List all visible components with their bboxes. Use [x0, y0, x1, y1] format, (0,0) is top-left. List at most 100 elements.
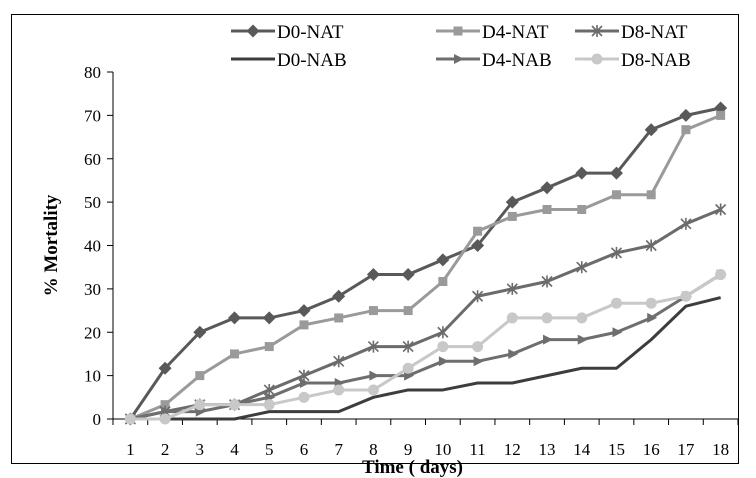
data-point [645, 297, 657, 309]
x-tick-label: 4 [230, 440, 239, 459]
data-point [506, 282, 518, 295]
legend-swatch-marker [591, 53, 603, 65]
data-point [230, 349, 240, 359]
data-point [297, 304, 311, 318]
data-point [680, 217, 692, 230]
data-point [299, 377, 310, 388]
data-point [437, 341, 449, 353]
data-point [577, 334, 588, 345]
x-tick-label: 17 [677, 440, 695, 459]
data-point [681, 125, 691, 135]
series-d0-nab [130, 296, 722, 421]
data-point [645, 239, 657, 252]
data-point [541, 312, 553, 324]
data-point [263, 399, 275, 411]
x-tick-label: 8 [369, 440, 378, 459]
data-point [366, 268, 380, 282]
y-tick-label: 60 [84, 150, 101, 169]
data-point [332, 289, 346, 303]
series-line [129, 106, 721, 420]
data-point [158, 361, 172, 375]
data-point [298, 391, 310, 403]
data-point [333, 355, 345, 368]
y-axis-title: % Mortality [41, 194, 62, 296]
data-point [402, 340, 414, 353]
data-point [403, 306, 413, 316]
legend-label: D0-NAB [277, 50, 347, 71]
legend-item-d0-nab: D0-NAB [231, 50, 347, 71]
data-point [679, 108, 693, 122]
data-point [472, 341, 484, 353]
legend-label: D8-NAB [621, 50, 691, 71]
x-tick-label: 3 [196, 440, 205, 459]
data-point [159, 413, 171, 425]
y-tick-label: 50 [84, 193, 101, 212]
legend-swatch-marker [591, 25, 603, 37]
series-d4-nab [126, 269, 727, 424]
x-ticks: 1 2 3 4 5 6 7 8 9 10 11 12 13 14 15 16 17 18 [112, 419, 739, 459]
data-point [438, 356, 449, 367]
data-point [644, 123, 658, 137]
x-tick-label: 12 [504, 440, 521, 459]
data-point [334, 313, 344, 323]
data-point [610, 297, 622, 309]
series-d8-nab [124, 269, 727, 425]
x-axis-title: Time ( days) [362, 457, 463, 478]
series-d8-nat [124, 203, 727, 425]
data-point [228, 311, 242, 325]
data-point [647, 312, 658, 323]
x-tick-label: 15 [608, 440, 625, 459]
data-point [577, 204, 587, 214]
data-point [680, 290, 692, 302]
data-point [194, 399, 206, 411]
x-tick-label: 16 [643, 440, 660, 459]
y-tick-label: 40 [84, 237, 101, 256]
legend-swatch-marker [246, 24, 260, 38]
data-point [299, 320, 309, 330]
data-point [508, 348, 519, 359]
series-line [130, 208, 722, 421]
legend-item-d8-nat: D8-NAT [575, 22, 688, 43]
data-point [540, 181, 554, 195]
data-point [542, 204, 552, 214]
data-point [611, 190, 621, 200]
data-point [543, 334, 554, 345]
data-point [646, 190, 656, 200]
data-point [609, 166, 623, 180]
x-tick-label: 10 [434, 440, 451, 459]
x-tick-label: 1 [126, 440, 135, 459]
data-point [402, 362, 414, 374]
legend: D0-NAT D4-NAT D8-NAT D0-NAB D4-NAB D8-NAB [231, 22, 691, 71]
data-point [506, 312, 518, 324]
data-point [401, 268, 415, 282]
data-point [471, 239, 485, 252]
y-tick-label: 10 [84, 367, 101, 386]
series-layer [123, 101, 728, 426]
x-tick-label: 18 [712, 440, 729, 459]
data-point [367, 340, 379, 353]
legend-item-d0-nat: D0-NAT [231, 22, 344, 43]
series-d0-nat [123, 101, 728, 426]
y-tick-label: 30 [84, 280, 101, 299]
legend-item-d8-nab: D8-NAB [575, 50, 691, 71]
data-point [541, 275, 553, 288]
data-point [576, 261, 588, 274]
data-point [473, 356, 484, 367]
x-tick-label: 11 [469, 440, 485, 459]
legend-swatch-marker [453, 26, 463, 36]
series-line [130, 296, 722, 421]
data-point [437, 326, 449, 339]
legend-label: D0-NAT [277, 22, 344, 43]
x-tick-label: 6 [300, 440, 309, 459]
data-point [507, 211, 517, 221]
legend-swatch-marker [454, 54, 464, 64]
data-point [369, 370, 380, 381]
data-point [262, 311, 276, 325]
y-tick-label: 0 [93, 410, 102, 429]
data-point [367, 384, 379, 396]
data-point [195, 371, 205, 381]
series-line [130, 273, 722, 421]
data-point [612, 327, 623, 338]
data-point [505, 195, 519, 209]
